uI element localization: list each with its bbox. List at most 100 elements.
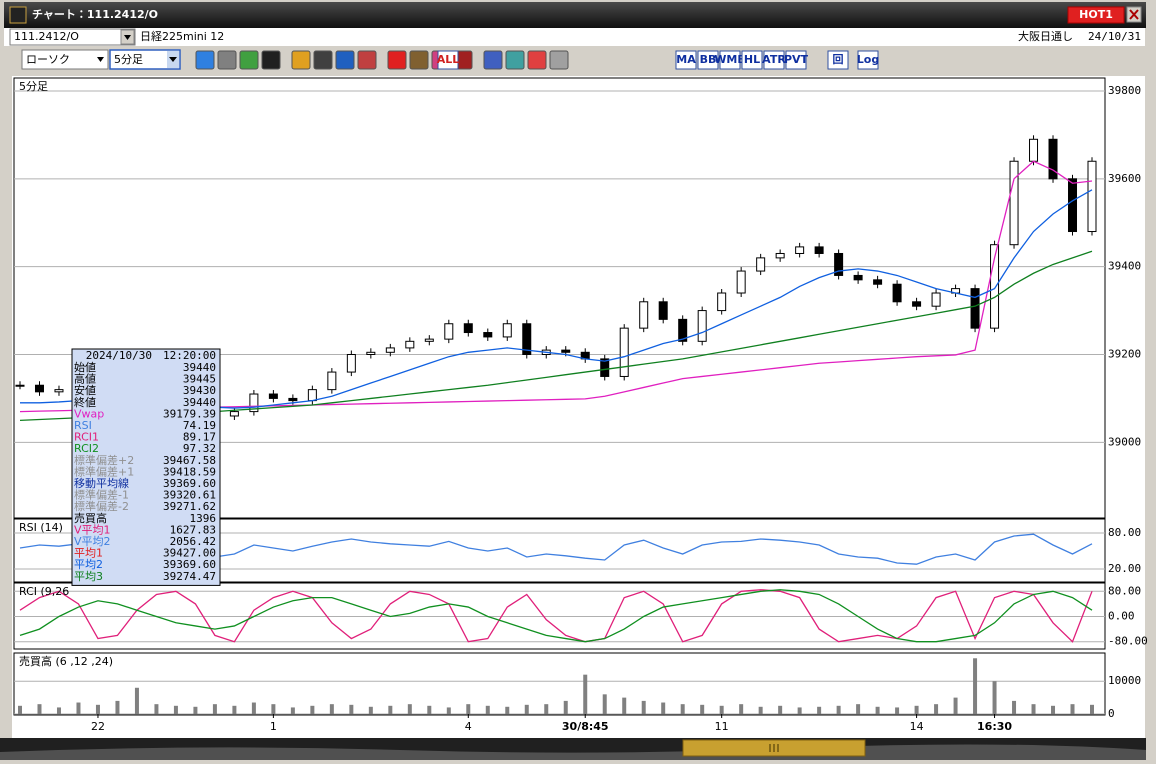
toolbar-button[interactable] bbox=[437, 50, 459, 70]
toolbar-button[interactable] bbox=[527, 50, 547, 70]
info-bar bbox=[4, 28, 1146, 46]
series-line bbox=[19, 589, 1093, 643]
candle bbox=[931, 292, 941, 307]
period: 5分足 bbox=[114, 53, 143, 66]
info-label: V平均1 bbox=[74, 522, 111, 536]
info-label: 平均3 bbox=[74, 569, 103, 583]
volume-bar bbox=[134, 687, 139, 714]
toolbar-button[interactable] bbox=[217, 50, 237, 70]
toolbar-button[interactable] bbox=[697, 50, 719, 70]
hot-badge-label: HOT1 bbox=[1079, 8, 1113, 21]
market: 大阪日通し bbox=[1018, 29, 1073, 43]
candle bbox=[775, 252, 785, 259]
volume-bar bbox=[329, 704, 334, 714]
candle bbox=[697, 310, 707, 342]
y-tick-label: 39600 bbox=[1108, 172, 1141, 185]
volume-bar bbox=[388, 705, 393, 714]
candle bbox=[346, 353, 356, 373]
period-select[interactable] bbox=[109, 49, 181, 70]
y-tick-label: 10000 bbox=[1108, 674, 1141, 687]
candle bbox=[795, 246, 805, 254]
symbol-input[interactable] bbox=[9, 28, 136, 46]
candle bbox=[814, 246, 824, 254]
toolbar-button[interactable] bbox=[313, 50, 333, 70]
toolbar-button[interactable] bbox=[483, 50, 503, 70]
x-tick-label: 16:30 bbox=[977, 720, 1012, 733]
toolbar-button[interactable] bbox=[857, 50, 879, 70]
volume-bar bbox=[18, 705, 22, 714]
toolbar-button[interactable] bbox=[335, 50, 355, 70]
toolbar-button[interactable] bbox=[741, 50, 763, 70]
toolbar-button[interactable] bbox=[195, 50, 215, 70]
hot-badge[interactable] bbox=[1067, 6, 1125, 24]
volume-bar bbox=[583, 674, 588, 714]
candle bbox=[1048, 138, 1058, 180]
volume-bar bbox=[641, 700, 646, 714]
volume-bar bbox=[505, 706, 510, 714]
panel-frame bbox=[13, 652, 1106, 716]
volume-bar bbox=[914, 705, 919, 714]
window-title: チャート：111.2412/O bbox=[32, 8, 158, 21]
volume-bar bbox=[836, 705, 841, 714]
info-label: 売買高 bbox=[74, 511, 107, 525]
toolbar-button[interactable] bbox=[291, 50, 311, 70]
y-tick-label: 39800 bbox=[1108, 84, 1141, 97]
toolbar-button[interactable] bbox=[549, 50, 569, 70]
volume-bar bbox=[1070, 704, 1075, 714]
info-value: 39430 bbox=[183, 384, 216, 397]
info-label: Vwap bbox=[74, 407, 104, 420]
volume-bar bbox=[934, 704, 939, 714]
candle bbox=[873, 279, 883, 285]
y-tick-label: 0.00 bbox=[1108, 610, 1135, 623]
info-label: V平均2 bbox=[74, 534, 111, 548]
toolbar-button-label: MA bbox=[676, 53, 696, 66]
toolbar-button[interactable] bbox=[785, 50, 807, 70]
volume-bar bbox=[76, 702, 81, 714]
volume-bar bbox=[973, 658, 978, 714]
candle bbox=[678, 318, 688, 342]
candle bbox=[756, 257, 766, 272]
info-label: 安値 bbox=[74, 384, 96, 397]
candle bbox=[54, 389, 64, 393]
volume-bar bbox=[739, 704, 744, 714]
candle bbox=[717, 292, 727, 312]
volume-bar bbox=[895, 707, 900, 714]
toolbar-button[interactable] bbox=[827, 50, 849, 70]
toolbar-button[interactable] bbox=[261, 50, 281, 70]
info-value: 39418.59 bbox=[163, 465, 216, 478]
candle bbox=[619, 327, 629, 377]
plots: 39000 39200 39400 39600 39800 5分足 20.00 80.00 RS… bbox=[13, 77, 1148, 733]
candle bbox=[444, 323, 454, 340]
toolbar-button[interactable] bbox=[675, 50, 697, 70]
chart-type-select[interactable] bbox=[21, 49, 109, 70]
info-label: 標準偏差-1 bbox=[74, 488, 129, 502]
symbol: 111.2412/O bbox=[14, 30, 79, 43]
info-label: 標準偏差-2 bbox=[74, 499, 129, 513]
info-label: 標準偏差+2 bbox=[74, 453, 134, 467]
toolbar-button[interactable] bbox=[719, 50, 741, 70]
toolbar-button[interactable] bbox=[239, 50, 259, 70]
toolbar-button[interactable] bbox=[387, 50, 407, 70]
y-tick-label: 0 bbox=[1108, 707, 1115, 720]
toolbar-button[interactable] bbox=[505, 50, 525, 70]
dropdown-arrow bbox=[97, 57, 104, 62]
candle bbox=[502, 323, 512, 338]
toolbar-button[interactable] bbox=[357, 50, 377, 70]
volume-bar bbox=[37, 704, 42, 714]
toolbar-button[interactable] bbox=[409, 50, 429, 70]
volume-bar bbox=[778, 705, 783, 714]
toolbar-button[interactable] bbox=[763, 50, 785, 70]
volume-bar bbox=[232, 705, 237, 714]
y-tick-label: 39400 bbox=[1108, 260, 1141, 273]
info-value: 39427.00 bbox=[163, 547, 216, 560]
volume-bar bbox=[700, 704, 705, 714]
info-value: 97.32 bbox=[183, 442, 216, 455]
candle bbox=[912, 301, 922, 307]
candle bbox=[1029, 138, 1039, 162]
volume-bar bbox=[719, 705, 724, 714]
candle bbox=[483, 332, 493, 338]
x-tick-label: 14 bbox=[910, 720, 924, 733]
